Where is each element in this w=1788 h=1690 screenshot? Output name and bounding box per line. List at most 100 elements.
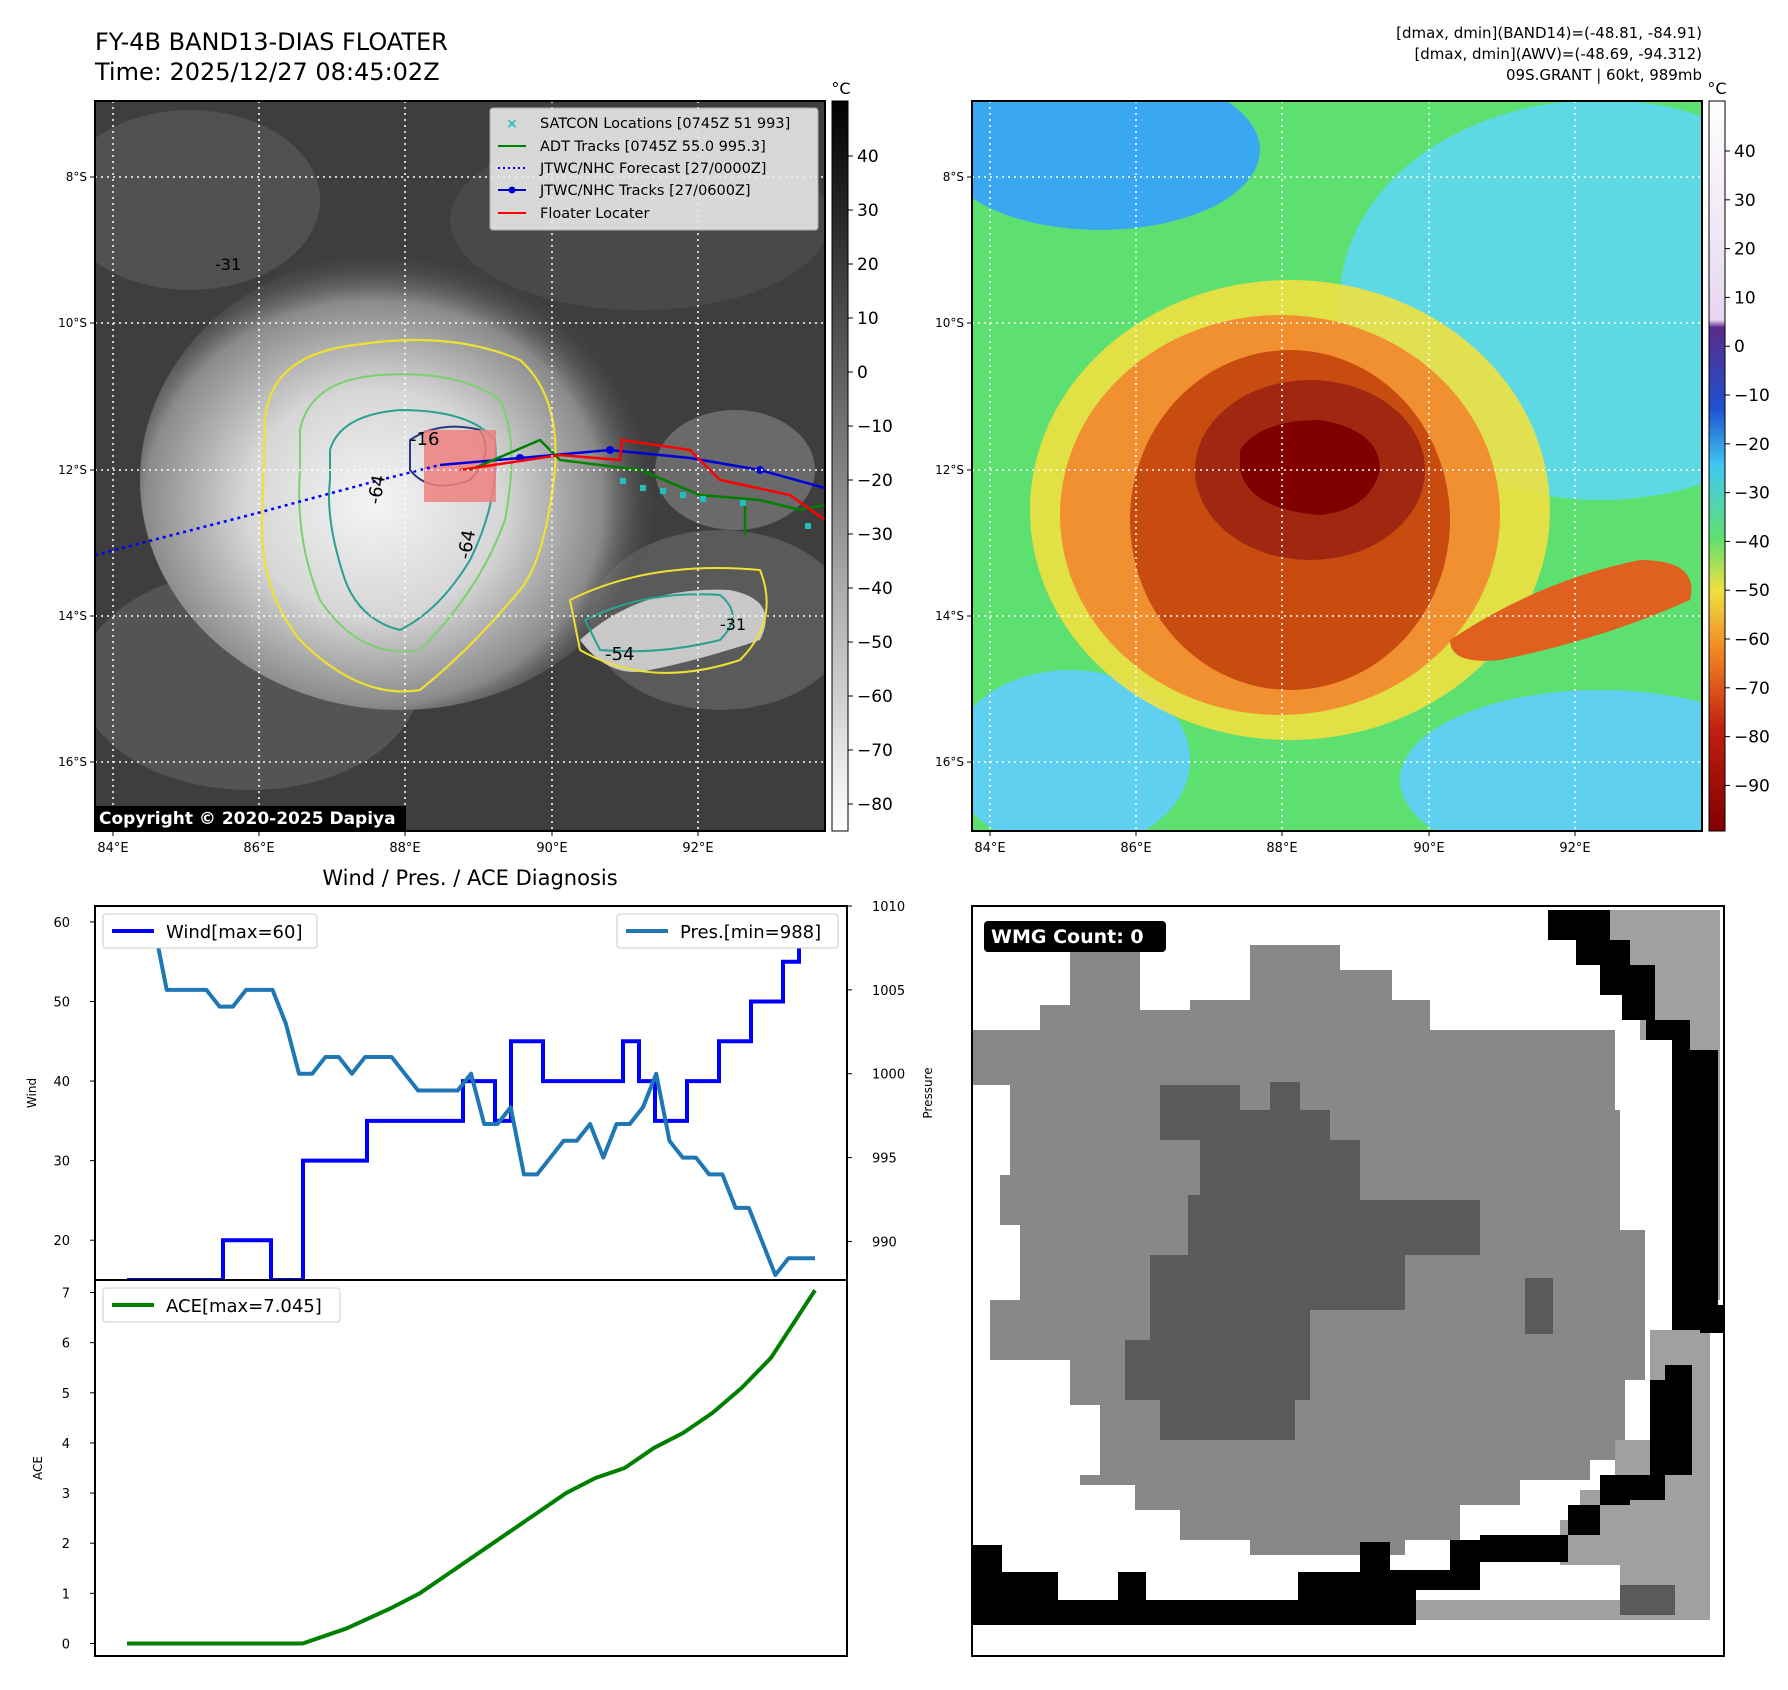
jtwc-track [439,448,825,490]
colorbar-tick-label: −10 [857,417,893,437]
y2-tick-label: 1005 [872,984,905,999]
y-tick-label: 2 [62,1537,70,1552]
y-axis-label: Wind [25,1078,39,1108]
colorbar-tick-label: 20 [1734,240,1756,260]
contour-teal [328,408,497,632]
map-legend: × SATCON Locations [0745Z 51 993] ADT Tr… [489,107,819,231]
info-band14: [dmax, dmin](BAND14)=(-48.81, -84.91) [1396,24,1702,42]
colorbar-tick-label: −70 [857,741,893,761]
colorbar-tick-label: 20 [857,255,879,275]
lat-tick-label: 10°S [58,316,87,330]
y2-tick-label: 1010 [872,900,905,915]
lon-tick-label: 90°E [536,841,567,856]
legend-floater: Floater Locater [540,206,649,222]
map-frame [971,100,1703,832]
wmg-black-ring-top [1548,910,1718,1330]
colorbar-tick-label: −20 [1734,435,1770,455]
wmg-count-box [984,921,1166,952]
map-ticks: 8°S 10°S 12°S 14°S 16°S 84°E 86°E 88°E 90°E 92°E [58,170,714,856]
lon-tick-label: 84°E [97,841,128,856]
lat-tick-label: 16°S [935,755,964,769]
lon-tick-label: 90°E [1413,841,1444,856]
wind-pressure-chart: Wind Pressure 20 30 40 50 60 990 995 1000 1005 10… [25,900,935,1282]
lon-tick-label: 92°E [1559,841,1590,856]
colorbar-tick-label: 30 [1734,191,1756,211]
colorbar-tick-label: 10 [1734,288,1756,308]
colorbar-tick-label: −20 [857,471,893,491]
info-storm: 09S.GRANT | 60kt, 989mb [1506,66,1702,84]
legend-ace: ACE[max=7.045] [166,1296,322,1317]
chart-frame [94,1279,848,1657]
contour-label: -64 [454,528,480,561]
colorbar-tick-label: 10 [857,309,879,329]
chart-title: Wind / Pres. / ACE Diagnosis [322,866,617,890]
contour-yellow [260,338,557,693]
map-gridlines [972,101,1702,831]
y-tick-label: 60 [53,916,70,931]
y-tick-label: 7 [62,1287,70,1302]
y-tick-label: 3 [62,1487,70,1502]
pressure-legend: Pres.[min=988] [616,913,839,949]
wind-legend: Wind[max=60] [102,913,318,949]
y-tick-label: 1 [62,1587,70,1602]
lon-tick-label: 86°E [1120,841,1151,856]
ace-chart: ACE 0 1 2 3 4 5 6 7 ACE[max=7.045] [31,1279,848,1657]
wmg-panel: WMG Count: 0 [971,905,1725,1657]
map-frame [94,100,826,832]
floater-locater-track [459,438,825,522]
legend-satcon: SATCON Locations [0745Z 51 993] [540,116,790,132]
copyright-text: Copyright © 2020-2025 Dapiya [99,809,396,829]
colorbar-tick-label: −30 [1734,484,1770,504]
colorbar-tick-label: −10 [1734,386,1770,406]
colorbar-gray: °C 40 30 20 10 0 −10 −20 −30 −40 −50 −60 −70 −80 [831,79,893,832]
pressure-series-line [127,920,815,1277]
colorbar-tick-label: −80 [857,795,893,815]
colorbar-unit: °C [831,79,850,98]
storm-cloud [140,250,660,710]
lat-tick-label: 8°S [66,170,87,184]
colorbar-tick-label: −50 [1734,581,1770,601]
contour-label: -31 [215,255,241,274]
legend-adt: ADT Tracks [0745Z 55.0 995.3] [540,139,766,155]
ace-series-line [127,1289,817,1646]
legend-wind: Wind[max=60] [166,922,303,943]
colorbar-tick-label: −80 [1734,728,1770,748]
colorbar-tick-label: −90 [1734,776,1770,796]
info-awv: [dmax, dmin](AWV)=(-48.69, -94.312) [1414,45,1702,63]
y-tick-label: 50 [53,995,70,1010]
colorbar-tick-label: −50 [857,633,893,653]
ir-gray-map: -16 -64 -64 -54 -31 -31 8°S 10°S 12°S 14°S 1… [58,100,826,856]
colorbar-tick-label: −30 [857,525,893,545]
y-tick-label: 6 [62,1337,70,1352]
svg-text:×: × [506,116,518,132]
colorbar-tick-label: −60 [857,687,893,707]
colorbar-tick-label: −70 [1734,679,1770,699]
contour-label: -16 [410,429,439,450]
wmg-count-text: WMG Count: 0 [991,926,1144,948]
ace-legend: ACE[max=7.045] [102,1287,341,1323]
colorbar-unit: °C [1707,79,1726,98]
wmg-dark-region [1125,1085,1480,1440]
copyright-box [94,806,406,830]
contour-green [298,373,513,653]
colorbar-tick-label: 30 [857,201,879,221]
lat-tick-label: 16°S [58,755,87,769]
lat-tick-label: 14°S [58,609,87,623]
figure-title: FY-4B BAND13-DIAS FLOATER [95,28,448,56]
y2-tick-label: 1000 [872,1068,905,1083]
wmg-black-ring-bottom [972,1535,1568,1625]
contour-label: -31 [720,615,746,634]
legend-pressure: Pres.[min=988] [680,922,821,943]
lon-tick-label: 88°E [389,841,420,856]
wind-series-line [127,919,815,1282]
lat-tick-label: 12°S [935,463,964,477]
lat-tick-label: 14°S [935,609,964,623]
y-tick-label: 0 [62,1637,70,1652]
colorbar-tick-label: 0 [857,363,868,383]
lat-tick-label: 8°S [943,170,964,184]
satcon-markers [620,478,811,529]
wmg-frame [971,905,1725,1657]
contour-label: -54 [605,644,634,665]
contour-label: -64 [364,473,390,506]
